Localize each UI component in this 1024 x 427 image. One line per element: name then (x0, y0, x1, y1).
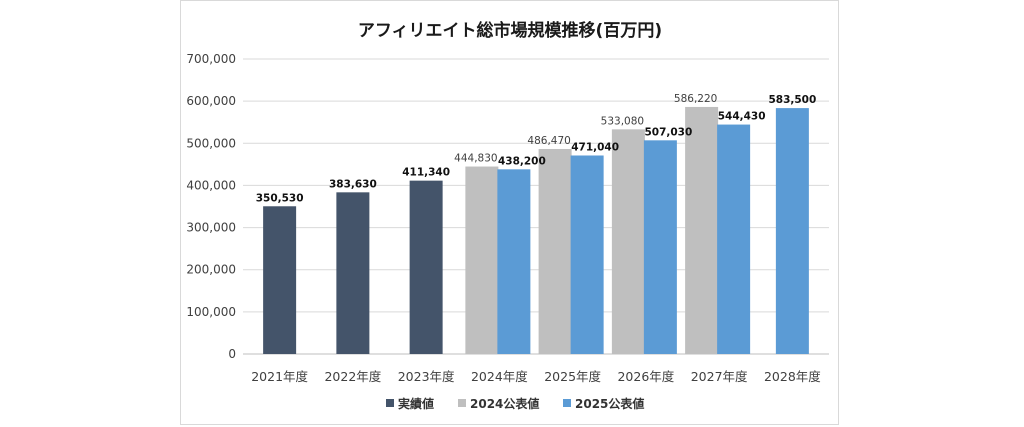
data-label: 438,200 (498, 155, 546, 167)
data-label: 444,830 (454, 153, 497, 165)
data-label: 471,040 (571, 141, 619, 153)
legend-label: 2025公表値 (575, 396, 644, 411)
chart-title: アフィリエイト総市場規模推移(百万円) (358, 20, 662, 41)
chart-container: アフィリエイト総市場規模推移(百万円) 0 100,000 200,000 300,0… (180, 0, 839, 425)
bar-2-5 (643, 140, 677, 354)
y-tick-label: 600,000 (186, 94, 236, 108)
legend-swatch (563, 399, 571, 407)
data-label: 507,030 (644, 126, 692, 138)
y-tick-label: 0 (228, 347, 236, 361)
data-label: 533,080 (601, 115, 644, 127)
data-label: 411,340 (402, 167, 450, 179)
bar-1-3 (465, 166, 499, 354)
legend-label: 実績値 (398, 396, 434, 411)
x-tick-label: 2025年度 (544, 369, 601, 384)
legend-swatch (386, 399, 394, 407)
bar-0-2 (409, 180, 443, 354)
legend-swatch (458, 399, 466, 407)
y-tick-label: 200,000 (186, 263, 236, 277)
x-tick-label: 2026年度 (617, 369, 674, 384)
data-label: 383,630 (329, 178, 377, 190)
bar-1-6 (685, 106, 719, 355)
legend-label: 2024公表値 (470, 396, 539, 411)
bar-chart: アフィリエイト総市場規模推移(百万円) 0 100,000 200,000 300,0… (186, 20, 829, 411)
data-label: 544,430 (718, 111, 766, 123)
data-label: 350,530 (256, 192, 304, 204)
bar-0-1 (336, 192, 370, 354)
x-tick-label: 2028年度 (764, 369, 821, 384)
data-label: 486,470 (527, 135, 570, 147)
x-tick-label: 2021年度 (251, 369, 308, 384)
x-tick-label: 2023年度 (398, 369, 455, 384)
bar-2-4 (570, 155, 604, 354)
y-tick-label: 100,000 (186, 305, 236, 319)
y-tick-label: 500,000 (186, 136, 236, 150)
bar-0-0 (263, 206, 297, 354)
data-label: 586,220 (674, 93, 717, 105)
x-tick-label: 2024年度 (471, 369, 528, 384)
y-tick-label: 400,000 (186, 178, 236, 192)
y-tick-label: 700,000 (186, 52, 236, 66)
data-label: 583,500 (768, 94, 816, 106)
bar-2-6 (717, 124, 751, 354)
bar-2-3 (497, 169, 531, 354)
bar-2-7 (775, 108, 809, 354)
x-tick-label: 2022年度 (324, 369, 381, 384)
bar-1-4 (538, 148, 572, 354)
bar-1-5 (611, 129, 645, 354)
y-tick-label: 300,000 (186, 221, 236, 235)
x-tick-label: 2027年度 (691, 369, 748, 384)
